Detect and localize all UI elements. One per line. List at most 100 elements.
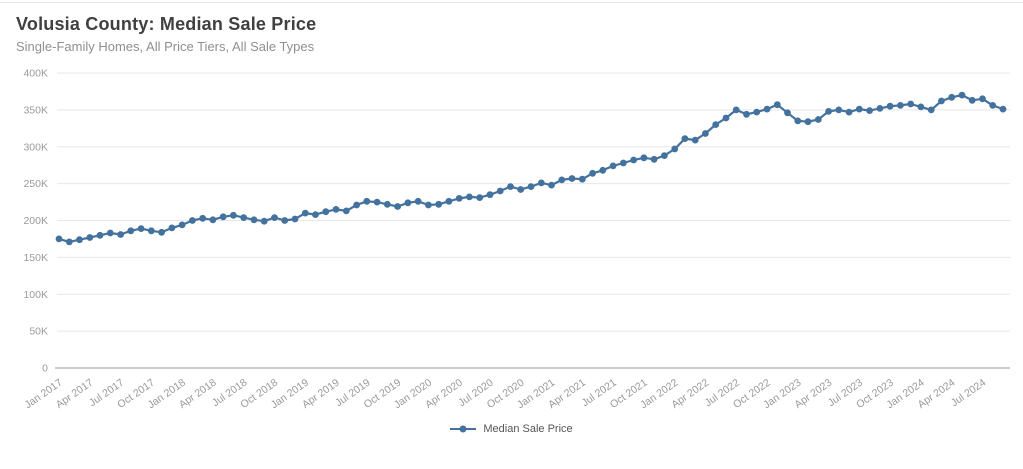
data-point[interactable] — [260, 217, 268, 225]
data-point[interactable] — [86, 234, 94, 241]
data-point[interactable] — [671, 145, 679, 153]
data-point[interactable] — [640, 154, 648, 162]
data-point[interactable] — [753, 108, 761, 116]
data-point[interactable] — [281, 217, 289, 224]
data-point[interactable] — [999, 105, 1007, 113]
data-point[interactable] — [804, 118, 812, 126]
data-point[interactable] — [117, 231, 124, 238]
data-point[interactable] — [927, 106, 935, 114]
data-point[interactable] — [301, 209, 309, 217]
data-point[interactable] — [609, 162, 617, 170]
data-point[interactable] — [147, 227, 155, 235]
data-point[interactable] — [537, 179, 545, 187]
data-point[interactable] — [219, 213, 227, 221]
data-point[interactable] — [353, 201, 360, 209]
data-point[interactable] — [784, 109, 791, 117]
data-point[interactable] — [414, 197, 422, 205]
data-point[interactable] — [876, 105, 884, 112]
data-point[interactable] — [681, 135, 689, 143]
data-point[interactable] — [240, 214, 248, 222]
data-point[interactable] — [763, 105, 771, 113]
data-point[interactable] — [65, 238, 73, 246]
data-point[interactable] — [578, 175, 586, 183]
data-point[interactable] — [886, 102, 894, 110]
data-point[interactable] — [599, 166, 607, 174]
data-point[interactable] — [661, 152, 668, 160]
data-point[interactable] — [517, 186, 525, 193]
data-point[interactable] — [455, 195, 463, 202]
data-point[interactable] — [96, 231, 104, 239]
legend-item-median-sale-price[interactable]: Median Sale Price — [450, 423, 573, 435]
data-point[interactable] — [168, 224, 176, 232]
data-point[interactable] — [558, 176, 566, 184]
data-point[interactable] — [199, 214, 207, 222]
data-point[interactable] — [712, 121, 720, 128]
data-point[interactable] — [332, 206, 340, 213]
data-point[interactable] — [691, 136, 699, 144]
y-axis-label: 400K — [23, 68, 48, 80]
data-point[interactable] — [425, 201, 432, 209]
data-point[interactable] — [137, 225, 145, 233]
data-point[interactable] — [589, 169, 596, 177]
data-point[interactable] — [568, 175, 576, 182]
x-axis-label: Jul 2024 — [949, 377, 989, 410]
data-point[interactable] — [342, 207, 350, 215]
data-point[interactable] — [106, 229, 114, 237]
data-point[interactable] — [743, 110, 750, 118]
data-point[interactable] — [989, 102, 997, 109]
data-point[interactable] — [189, 217, 196, 224]
data-point[interactable] — [548, 181, 555, 189]
data-point[interactable] — [855, 105, 863, 113]
data-point[interactable] — [825, 108, 832, 115]
data-point[interactable] — [630, 156, 637, 164]
data-point[interactable] — [938, 97, 945, 105]
y-axis-label: 50K — [29, 326, 48, 338]
page-title: Volusia County: Median Sale Price — [16, 14, 317, 34]
data-point[interactable] — [507, 183, 514, 191]
data-point[interactable] — [373, 198, 381, 206]
data-point[interactable] — [209, 216, 217, 224]
data-point[interactable] — [291, 215, 299, 223]
data-point[interactable] — [897, 102, 904, 109]
data-point[interactable] — [814, 116, 822, 123]
data-point[interactable] — [322, 208, 330, 216]
data-point[interactable] — [230, 211, 237, 219]
data-point[interactable] — [404, 199, 412, 207]
data-point[interactable] — [979, 95, 986, 103]
data-point[interactable] — [158, 228, 166, 236]
data-point[interactable] — [435, 200, 443, 208]
data-point[interactable] — [486, 191, 494, 199]
data-point[interactable] — [958, 91, 966, 99]
data-point[interactable] — [722, 114, 730, 122]
data-point[interactable] — [363, 197, 371, 205]
data-point[interactable] — [445, 197, 453, 205]
data-point[interactable] — [948, 93, 956, 101]
y-axis-label: 150K — [23, 252, 48, 264]
data-point[interactable] — [178, 221, 186, 229]
data-point[interactable] — [76, 236, 83, 244]
data-point[interactable] — [127, 227, 135, 235]
data-point[interactable] — [968, 96, 976, 104]
data-point[interactable] — [835, 106, 843, 114]
data-point[interactable] — [845, 108, 853, 116]
data-point[interactable] — [650, 155, 658, 163]
data-point[interactable] — [383, 200, 391, 208]
data-point[interactable] — [907, 100, 915, 108]
data-point[interactable] — [773, 101, 781, 109]
data-point[interactable] — [55, 235, 63, 243]
data-point[interactable] — [271, 214, 278, 222]
data-point[interactable] — [527, 183, 535, 191]
data-point[interactable] — [496, 187, 504, 195]
data-point[interactable] — [866, 107, 873, 114]
data-point[interactable] — [466, 193, 473, 201]
data-point[interactable] — [476, 194, 484, 202]
data-point[interactable] — [794, 117, 802, 125]
data-point[interactable] — [394, 203, 401, 210]
data-point[interactable] — [732, 106, 740, 114]
data-point[interactable] — [312, 211, 319, 219]
data-point[interactable] — [250, 216, 258, 224]
data-point[interactable] — [702, 130, 709, 137]
data-point[interactable] — [619, 159, 627, 167]
data-point[interactable] — [917, 103, 925, 111]
